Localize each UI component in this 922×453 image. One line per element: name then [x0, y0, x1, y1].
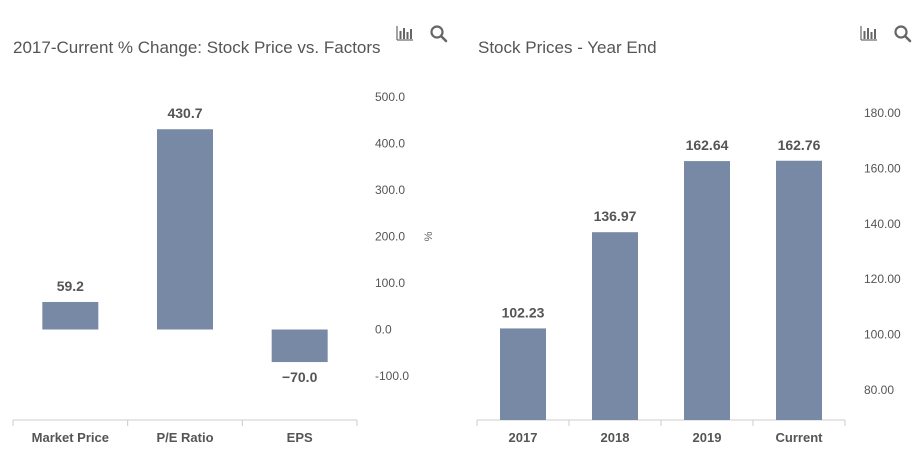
- data-label: 162.64: [686, 137, 729, 153]
- y-tick-label: 180.00: [864, 106, 901, 120]
- x-tick-label: 2017: [509, 430, 538, 445]
- bar: [592, 232, 638, 420]
- y-tick-label: 140.00: [864, 217, 901, 231]
- chart-panel-percent-change: 2017-Current % Change: Stock Price vs. F…: [0, 0, 460, 453]
- y-tick-label: 500.0: [375, 90, 405, 104]
- data-label: 102.23: [502, 304, 545, 320]
- x-tick-label: 2018: [601, 430, 630, 445]
- bar: [271, 329, 328, 363]
- y-tick-label: 100.00: [864, 328, 901, 342]
- y-tick-label: 300.0: [375, 183, 405, 197]
- x-tick-label: Current: [776, 430, 824, 445]
- bar: [684, 161, 730, 420]
- bar: [42, 301, 99, 330]
- y-axis-title: %: [423, 231, 435, 241]
- x-tick-label: 2019: [693, 430, 722, 445]
- bar-chart-percent-change: 59.2 Market Price 430.7 P/E Ratio −70.0 EPS 50…: [12, 90, 435, 445]
- x-tick-label: P/E Ratio: [156, 430, 213, 445]
- search-icon[interactable]: [892, 22, 914, 44]
- bar-chart-icon[interactable]: [858, 22, 880, 44]
- x-tick-label: Market Price: [32, 430, 109, 445]
- bar: [157, 129, 213, 330]
- y-tick-label: 200.0: [375, 230, 405, 244]
- y-tick-label: 100.0: [375, 276, 405, 290]
- chart-panel-stock-prices: Stock Prices - Year End 102.23 2017 136.97…: [460, 0, 922, 453]
- y-tick-label: -100.0: [375, 369, 409, 383]
- data-label: 162.76: [778, 137, 821, 153]
- data-label: 430.7: [167, 105, 202, 121]
- y-tick-label: 400.0: [375, 137, 405, 151]
- y-tick-label: 120.00: [864, 272, 901, 286]
- bar: [776, 160, 822, 420]
- chart-title: Stock Prices - Year End: [478, 38, 657, 57]
- y-tick-label: 0.0: [375, 323, 392, 337]
- bar: [500, 328, 546, 420]
- y-tick-label: 80.00: [864, 383, 894, 397]
- bar-chart-stock-prices: 102.23 2017 136.97 2018 162.64 2019 162.76 Curr…: [476, 106, 901, 445]
- data-label: 59.2: [57, 278, 84, 294]
- x-tick-label: EPS: [287, 430, 313, 445]
- chart-title: 2017-Current % Change: Stock Price vs. F…: [13, 38, 381, 57]
- data-label: −70.0: [282, 369, 318, 385]
- bar-chart-icon[interactable]: [394, 22, 416, 44]
- search-icon[interactable]: [428, 22, 450, 44]
- data-label: 136.97: [594, 208, 637, 224]
- y-tick-label: 160.00: [864, 161, 901, 175]
